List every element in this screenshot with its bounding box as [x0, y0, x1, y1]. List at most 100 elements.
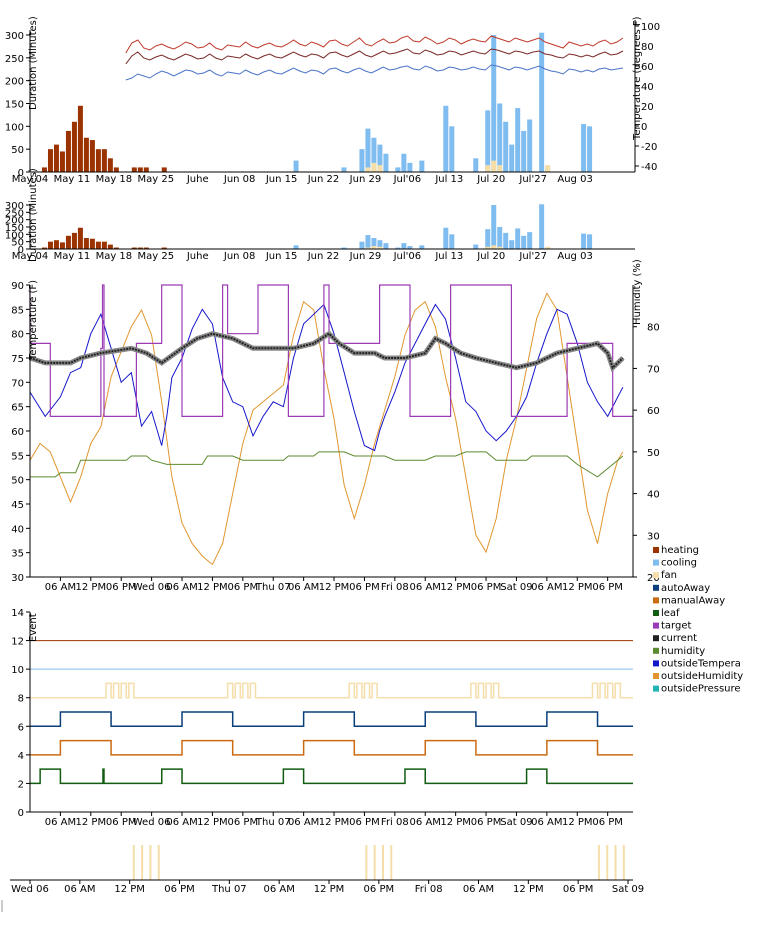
cooling-bar [341, 247, 347, 249]
cooling-bar [365, 128, 371, 172]
x-tick-label: 06 PM [106, 582, 137, 593]
legend-label: outsideTempera [661, 658, 741, 669]
target-line [29, 284, 633, 417]
y-tick-label: 150 [5, 223, 24, 234]
legend-swatch [653, 572, 659, 579]
fan-overview-chart: Wed 06 06 AM 12 PM 06 PM Thu 07 06 AM 12 PM 06 … [1, 845, 644, 912]
legend-label: current [661, 633, 697, 644]
x-tick-label: 06 PM [228, 582, 259, 593]
y-tick-label: 30 [11, 573, 24, 584]
fan-bar [491, 245, 497, 249]
x-tick-label: Jun 15 [265, 251, 298, 262]
x-tick-label: Juhe [186, 174, 209, 185]
outside-temp-low-line [125, 64, 624, 81]
legend-swatch [653, 584, 659, 591]
y-tick-label: 250 [5, 208, 24, 219]
x-tick-label: Thu 07 [255, 582, 291, 593]
heating-bar [71, 121, 77, 172]
x-tick-label: 12 PM [562, 817, 593, 828]
y2-tick-label: 0 [641, 122, 647, 133]
x-tick-label: Jun 22 [307, 174, 340, 185]
y-axis-label: Duration (Minutes) [28, 16, 39, 110]
cooling-bar [293, 160, 299, 172]
x-tick-label: 06 AM [531, 582, 562, 593]
x-tick-label: 12 PM [114, 884, 145, 895]
cooling-bar [521, 130, 527, 172]
cooling-bar [401, 243, 407, 249]
heating-bar [59, 242, 65, 249]
y2-tick-label: 60 [647, 406, 660, 417]
y-tick-label: 50 [11, 238, 24, 249]
x-tick-label: 12 PM [197, 817, 228, 828]
y-tick-label: 45 [11, 500, 24, 511]
cooling-bar [359, 149, 365, 172]
cooling-bar [449, 234, 455, 249]
y2-tick-label: 100 [641, 22, 660, 33]
x-tick-label: 06 AM [531, 817, 562, 828]
manual-away-event-line [30, 739, 633, 756]
heating-bar [65, 130, 71, 172]
heating-bar [59, 151, 65, 172]
legend-swatch [653, 673, 659, 679]
legend-swatch [653, 647, 659, 654]
heating-bar [83, 238, 89, 249]
x-tick-label: 12 PM [76, 582, 107, 593]
x-tick-label: 06 AM [463, 884, 494, 895]
cooling-bar [419, 245, 425, 249]
legend-item-current: current [653, 633, 697, 644]
fan-event-line [30, 682, 633, 699]
y-tick-label: 55 [11, 451, 24, 462]
legend-label: autoAway [661, 583, 710, 594]
daily-summary-chart: 0 50 100 150 200 250 300 -40 -20 0 20 40 60 80 100 May … [5, 16, 660, 185]
cooling-bar [383, 243, 389, 249]
x-tick-label: Jun 22 [307, 251, 340, 262]
y2-tick-label: 80 [647, 323, 660, 334]
legend-item-outsidePressure: outsidePressure [653, 684, 741, 695]
y2-tick-label: 50 [647, 448, 660, 459]
cooling-bar [407, 246, 413, 249]
cooling-bar [371, 238, 377, 249]
x-tick-label: Juhe [186, 251, 209, 262]
x-tick-label: May 25 [138, 251, 175, 262]
legend-label: manualAway [661, 595, 725, 606]
outside-temp-high-line [125, 35, 624, 54]
x-tick-label: May 04 [12, 174, 49, 185]
x-tick-label: Thu 07 [211, 884, 247, 895]
x-tick-label: Jul'27 [518, 174, 547, 185]
legend-item-cooling: cooling [653, 558, 697, 569]
outside-temp-mean-line [125, 48, 624, 65]
y-tick-label: 100 [5, 122, 24, 133]
cooling-bar [395, 167, 401, 172]
humidity-line [30, 451, 624, 478]
cooling-bar [503, 232, 509, 249]
heating-bar [143, 167, 149, 172]
cooling-bar [587, 234, 593, 249]
current-line [29, 332, 624, 370]
x-tick-label: 12 PM [314, 884, 345, 895]
heating-bar [107, 158, 113, 172]
x-tick-label: Jul'06 [393, 251, 422, 262]
x-tick-label: Jul'27 [518, 251, 547, 262]
legend-item-outsideHumidity: outsideHumidity [653, 671, 743, 682]
cooling-bar [527, 119, 533, 172]
cooling-bar [443, 227, 449, 249]
y-tick-label: 80 [11, 330, 24, 341]
fan-bar [545, 165, 551, 172]
cooling-bar [539, 32, 545, 172]
y-tick-label: 75 [11, 354, 24, 365]
legend-label: humidity [661, 646, 705, 657]
x-tick-label: 06 AM [410, 817, 441, 828]
x-tick-label: May 18 [96, 251, 133, 262]
x-tick-label: Aug 03 [557, 251, 592, 262]
cooling-bar [341, 167, 347, 172]
x-tick-label: 06 AM [166, 817, 197, 828]
x-tick-label: Thu 07 [255, 817, 291, 828]
y-tick-label: 8 [18, 694, 24, 705]
x-tick-label: Jun 15 [265, 174, 298, 185]
cooling-bar [581, 233, 587, 249]
x-tick-label: Jul 20 [476, 251, 505, 262]
x-tick-label: 12 PM [440, 817, 471, 828]
x-tick-label: 06 PM [592, 582, 623, 593]
